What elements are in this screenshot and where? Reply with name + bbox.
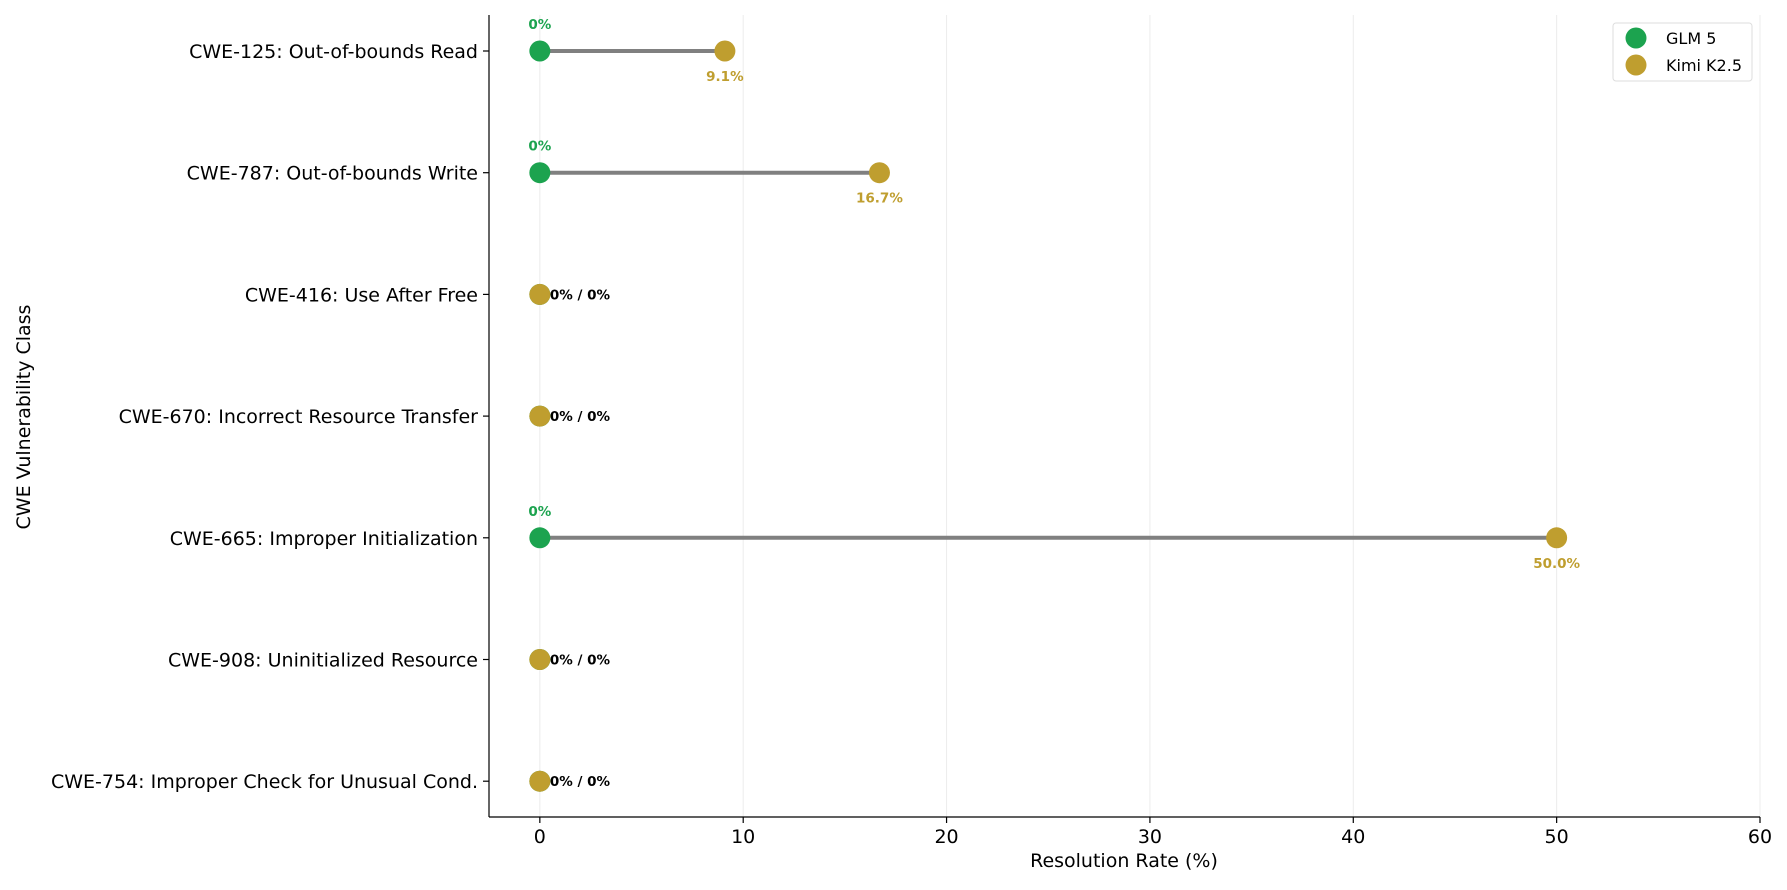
x-tick-label: 30	[1138, 826, 1162, 848]
glm5-value-label: 0%	[528, 504, 551, 520]
category-label: CWE-665: Improper Initialization	[170, 528, 478, 550]
x-tick-label: 60	[1748, 826, 1772, 848]
category-label: CWE-125: Out-of-bounds Read	[189, 41, 478, 63]
kimi-value-label: 16.7%	[856, 191, 903, 207]
x-tick-label: 20	[934, 826, 958, 848]
legend-frame	[1612, 22, 1753, 82]
legend-glm5-label: GLM 5	[1666, 29, 1716, 48]
glm5-point	[529, 527, 551, 549]
category-label: CWE-416: Use After Free	[245, 284, 478, 306]
data-marks	[529, 40, 1568, 792]
category-label: CWE-908: Uninitialized Resource	[168, 650, 478, 672]
category-label: CWE-670: Incorrect Resource Transfer	[119, 406, 479, 428]
legend-glm5-marker	[1625, 27, 1647, 49]
x-tick-label: 40	[1341, 826, 1365, 848]
x-tick-label: 50	[1545, 826, 1569, 848]
glm5-point	[529, 40, 551, 62]
category-label: CWE-754: Improper Check for Unusual Cond…	[51, 771, 478, 793]
kimi-point	[529, 283, 551, 305]
x-axis-title: Resolution Rate (%)	[1030, 850, 1218, 872]
glm5-point	[529, 162, 551, 184]
category-label: CWE-787: Out-of-bounds Write	[187, 163, 478, 185]
kimi-point	[529, 405, 551, 427]
combined-value-label: 0% / 0%	[550, 653, 611, 669]
x-tick-label: 0	[534, 826, 546, 848]
y-axis-title: CWE Vulnerability Class	[13, 305, 35, 530]
grid-lines	[539, 15, 1761, 817]
kimi-point	[529, 649, 551, 670]
data-labels: 0% 9.1% 0% 16.7% 0% / 0% 0% / 0% 0% 50.0% 0% / 0…	[528, 17, 1580, 790]
kimi-point	[714, 40, 736, 62]
combined-value-label: 0% / 0%	[550, 774, 611, 790]
glm5-value-label: 0%	[528, 17, 551, 33]
axes: 0 10 20 30 40 50 60 CWE-125: Out-of-bounds Read…	[51, 15, 1772, 848]
kimi-point	[529, 770, 551, 792]
legend: GLM 5 Kimi K2.5	[1612, 22, 1753, 82]
combined-value-label: 0% / 0%	[550, 409, 611, 425]
combined-value-label: 0% / 0%	[550, 287, 611, 303]
x-tick-label: 10	[731, 826, 755, 848]
legend-kimi-marker	[1625, 54, 1647, 76]
kimi-value-label: 9.1%	[706, 69, 744, 85]
legend-kimi-label: Kimi K2.5	[1666, 56, 1742, 75]
kimi-point	[1546, 527, 1568, 549]
kimi-point	[868, 162, 890, 184]
kimi-value-label: 50.0%	[1533, 556, 1580, 572]
glm5-value-label: 0%	[528, 139, 551, 155]
